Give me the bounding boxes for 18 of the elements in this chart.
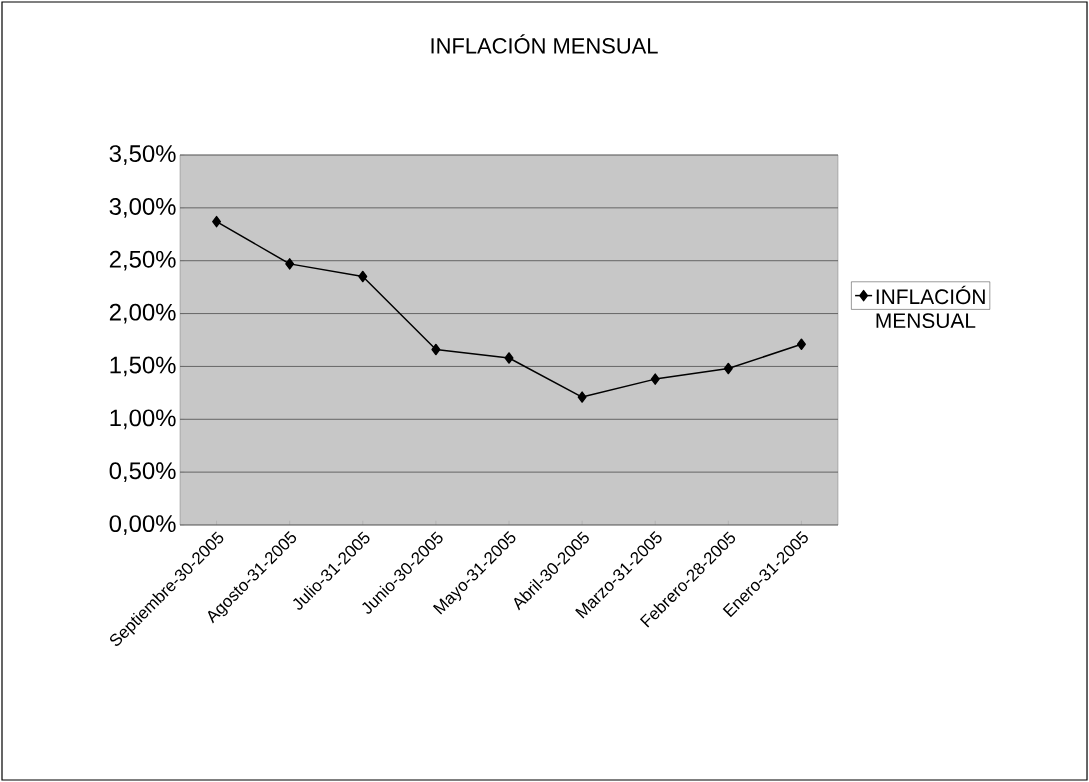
point bbox=[431, 343, 441, 356]
point bbox=[723, 362, 733, 375]
point bbox=[358, 270, 368, 283]
point bbox=[650, 373, 660, 385]
y-tick-label: 2,50% bbox=[109, 250, 176, 271]
point bbox=[504, 352, 514, 364]
y-tick-label: 3,50% bbox=[109, 145, 176, 165]
legend-label: INFLACIÓN MENSUAL bbox=[876, 285, 985, 329]
y-tick-label: 0,50% bbox=[109, 462, 176, 483]
y-tick-label: 1,50% bbox=[110, 356, 176, 377]
chart-title: INFLACIÓN MENSUAL bbox=[431, 34, 658, 54]
y-tick-label: 3,00% bbox=[109, 197, 176, 218]
y-tick-label: 1,00% bbox=[110, 409, 176, 430]
point bbox=[577, 391, 587, 403]
point bbox=[285, 258, 295, 270]
point bbox=[212, 215, 222, 228]
y-tick-label: 2,00% bbox=[109, 303, 176, 324]
point bbox=[796, 338, 806, 350]
